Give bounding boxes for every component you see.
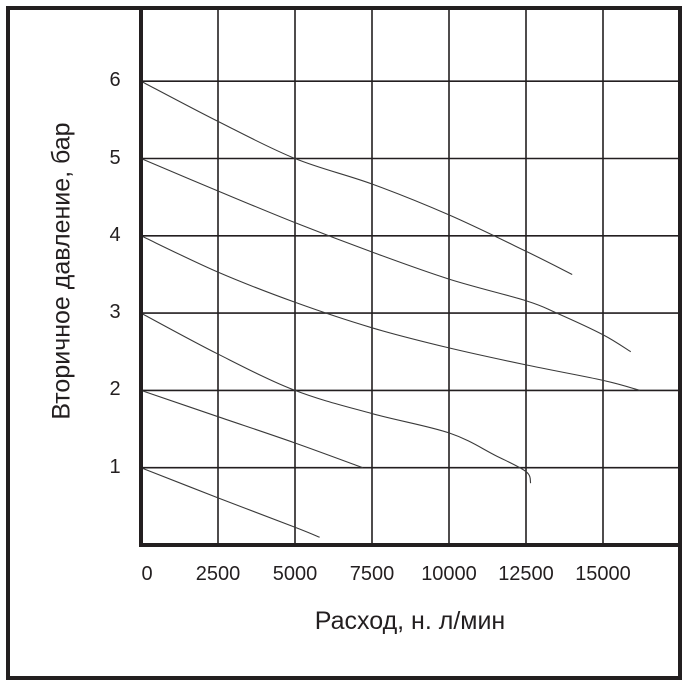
y-tick-label: 4 xyxy=(109,223,121,246)
x-axis-label: Расход, н. л/мин xyxy=(314,607,506,635)
pressure-curve xyxy=(140,235,641,391)
y-axis-label: Вторичное давление, бар xyxy=(47,122,76,420)
x-tick-label: 5000 xyxy=(272,563,318,585)
y-tick-label: 3 xyxy=(109,301,121,324)
x-tick-label: 10000 xyxy=(421,563,477,585)
x-tick-label: 7500 xyxy=(349,563,395,585)
outer-frame xyxy=(6,6,682,680)
pressure-curve xyxy=(140,80,573,275)
x-tick-label: 2500 xyxy=(195,563,241,585)
pressure-curve xyxy=(140,389,363,469)
x-tick-label: 12500 xyxy=(498,563,554,585)
curves xyxy=(140,80,641,538)
y-tick-label: 6 xyxy=(109,69,121,92)
y-tick-label: 1 xyxy=(109,455,121,478)
pressure-curve xyxy=(140,157,632,353)
y-tick-label: 2 xyxy=(109,378,121,401)
gridlines xyxy=(141,8,680,545)
x-tick-label: 15000 xyxy=(575,563,631,585)
pressure-curve xyxy=(140,312,532,484)
x-tick-label: 0 xyxy=(141,563,153,585)
pressure-curve xyxy=(140,467,320,538)
y-tick-label: 5 xyxy=(109,146,121,169)
